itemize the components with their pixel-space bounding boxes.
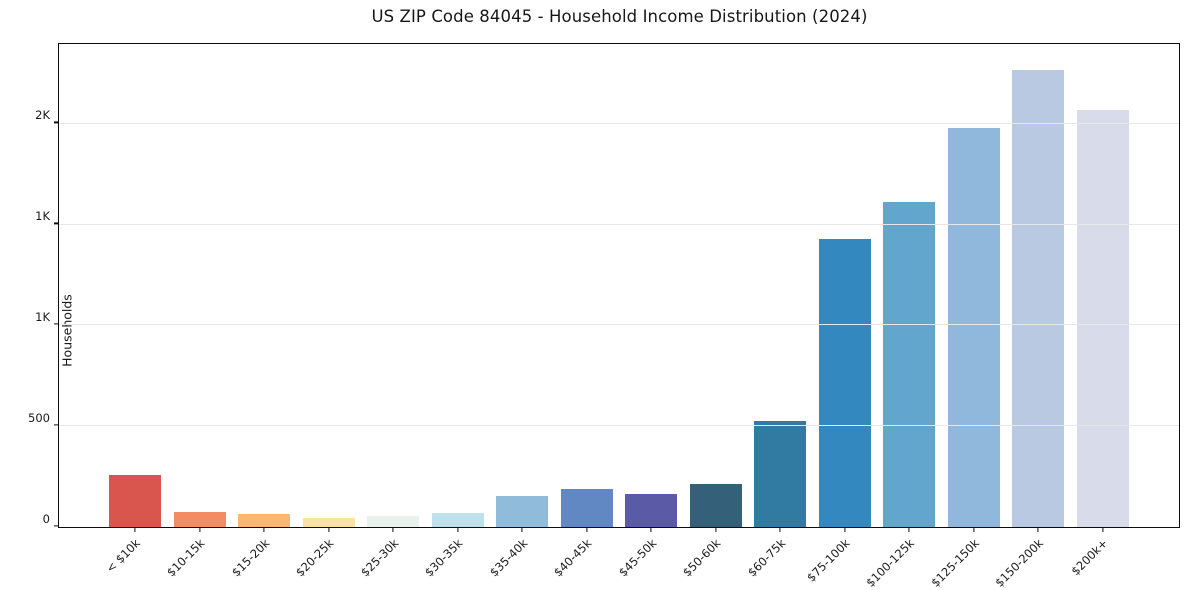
y-tick-label: 1K: [35, 309, 50, 324]
x-tick-label: $30-35k: [422, 536, 466, 580]
x-tick-mark: [199, 527, 201, 532]
bar-slot: $100-125k: [863, 44, 942, 590]
x-tick-label: $40-45k: [551, 536, 595, 580]
bar-150-200k: [1012, 70, 1065, 527]
bar-slot: $60-75k: [745, 44, 813, 579]
x-tick-label: $100-125k: [863, 536, 918, 590]
bar-100-125k: [883, 202, 936, 527]
gridline: [59, 122, 1179, 124]
y-tick-mark: [54, 222, 59, 224]
y-tick-label: 1K: [35, 209, 50, 223]
bar-slot: $20-25k: [293, 44, 362, 579]
bar-125-150k: [947, 127, 1000, 527]
bar-slot: $150-200k: [992, 44, 1071, 590]
x-tick-mark: [779, 527, 781, 532]
x-tick-mark: [908, 527, 910, 532]
bar-slot: < $10k: [103, 44, 168, 576]
x-tick-label: $50-60k: [680, 536, 724, 580]
gridline: [59, 425, 1179, 427]
x-tick-label: $10-15k: [164, 536, 208, 580]
bar-slot: $125-150k: [928, 44, 1007, 590]
chart-title: US ZIP Code 84045 - Household Income Dis…: [371, 7, 868, 26]
bar-slot: $25-30k: [358, 44, 426, 579]
bar-10-15k: [173, 511, 226, 527]
bar-25-30k: [367, 515, 420, 527]
x-tick-label: $25-30k: [357, 536, 402, 580]
x-tick-label: $15-20k: [228, 536, 273, 580]
gridline: [59, 223, 1179, 225]
bar-slot: $35-40k: [487, 44, 555, 579]
x-tick-mark: [328, 527, 330, 532]
x-tick-label: $125-150k: [927, 536, 982, 590]
x-tick-mark: [1102, 527, 1104, 532]
bar-slot: $40-45k: [551, 44, 620, 579]
x-tick-mark: [1037, 527, 1039, 532]
y-tick-label: 500: [28, 410, 50, 425]
bar-slot: $75-100k: [804, 44, 878, 585]
x-tick-label: < $10k: [103, 536, 144, 576]
x-tick-mark: [844, 527, 846, 532]
x-tick-mark: [392, 527, 394, 532]
y-tick-mark: [54, 525, 59, 527]
gridline: [59, 324, 1179, 326]
y-tick-mark: [54, 121, 59, 124]
x-tick-mark: [586, 527, 588, 532]
x-tick-mark: [715, 527, 717, 532]
x-tick-label: $150-200k: [992, 536, 1047, 590]
bar-40-45k: [560, 488, 613, 527]
bar-10k: [109, 474, 162, 527]
x-tick-label: $200k+: [1068, 536, 1111, 579]
x-tick-mark: [521, 527, 523, 532]
x-tick-label: $60-75k: [744, 536, 789, 580]
x-tick-label: $35-40k: [486, 536, 531, 580]
plot-area: Households < $10k $10-15k $15-20k $20-25k $2…: [28, 43, 1180, 590]
x-tick-mark: [263, 527, 265, 532]
bar-200k: [1076, 109, 1129, 527]
bar-75-100k: [818, 238, 871, 527]
bar-slot: $50-60k: [680, 44, 749, 579]
bar-45-50k: [625, 493, 678, 527]
bar-60-75k: [754, 421, 807, 527]
bar-slot: $10-15k: [164, 44, 233, 579]
y-tick-mark: [54, 424, 59, 426]
bar-slot: $15-20k: [229, 44, 297, 579]
x-tick-mark: [457, 527, 459, 532]
bar-35-40k: [496, 495, 549, 527]
bar-30-35k: [431, 512, 484, 527]
bar-20-25k: [302, 517, 355, 527]
bar-15-20k: [238, 513, 291, 527]
x-tick-label: $75-100k: [804, 536, 853, 585]
bar-slot: $30-35k: [422, 44, 491, 579]
y-tick-label: 2K: [35, 108, 50, 123]
x-tick-label: $45-50k: [615, 536, 660, 580]
x-tick-mark: [650, 527, 652, 532]
bar-50-60k: [689, 483, 742, 527]
x-tick-mark: [973, 527, 975, 532]
x-tick-label: $20-25k: [293, 536, 337, 580]
y-tick-label: 0: [42, 511, 50, 526]
y-tick-mark: [54, 323, 59, 325]
x-tick-mark: [134, 527, 136, 532]
bars-container: < $10k $10-15k $15-20k $20-25k $25-30k $30-35…: [59, 44, 1179, 590]
bar-slot: $200k+: [1069, 44, 1136, 578]
bar-slot: $45-50k: [616, 44, 684, 579]
